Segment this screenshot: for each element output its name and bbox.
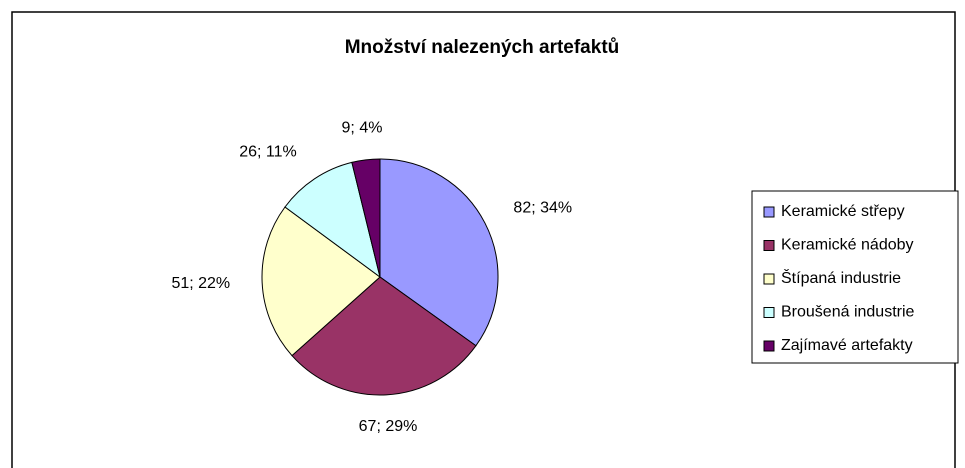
legend-label: Štípaná industrie	[781, 268, 901, 287]
legend-label: Broušená industrie	[781, 304, 915, 321]
data-label: 26; 11%	[239, 143, 297, 160]
legend-swatch	[763, 240, 775, 251]
legend-box	[751, 190, 959, 364]
pie-slice	[351, 158, 381, 278]
legend-label: Keramické střepy	[781, 203, 905, 220]
legend-label: Keramické nádoby	[781, 237, 914, 254]
data-label: 82; 34%	[513, 200, 572, 217]
legend-swatch	[763, 206, 775, 218]
pie-slice	[261, 206, 381, 357]
pie-slice	[291, 276, 477, 396]
pie-slice	[379, 158, 499, 347]
legend-swatch	[763, 340, 775, 352]
legend-swatch	[763, 273, 775, 285]
pie-slice	[284, 161, 381, 279]
data-label: 9; 4%	[342, 119, 383, 136]
legend-swatch	[763, 307, 775, 318]
legend-label: Zajímavé artefakty	[781, 337, 913, 354]
data-label: 51; 22%	[171, 275, 230, 292]
data-label: 67; 29%	[359, 418, 418, 435]
chart-title: Množství nalezených artefaktů	[345, 37, 620, 58]
